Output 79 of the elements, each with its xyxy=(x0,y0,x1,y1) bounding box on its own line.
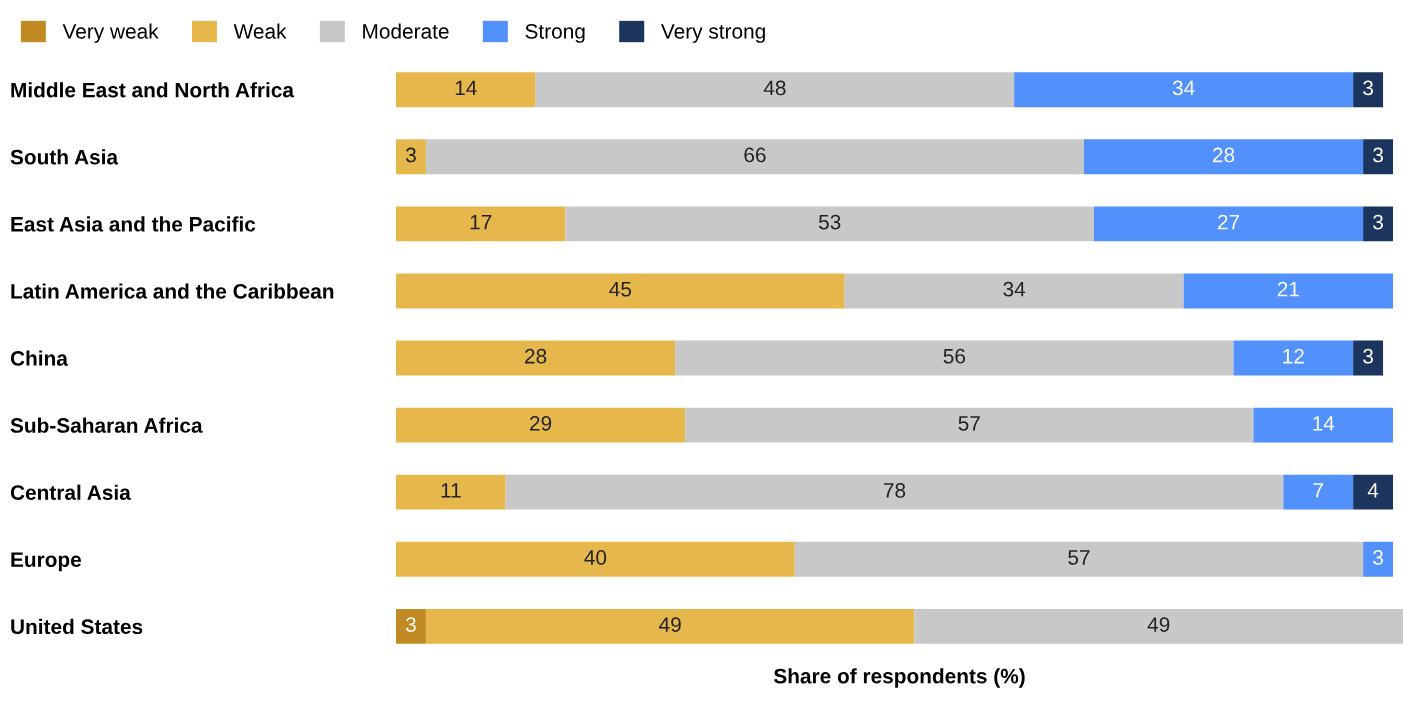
y-tick-label: China xyxy=(10,350,68,366)
bar xyxy=(1353,340,1384,376)
x-axis-title: Share of respondents (%) xyxy=(773,668,1025,688)
bar xyxy=(505,474,1284,510)
data-label: 28 xyxy=(1213,147,1235,163)
bar xyxy=(396,273,845,309)
bar xyxy=(844,273,1184,309)
bar xyxy=(1183,273,1394,309)
data-label: 56 xyxy=(943,348,966,364)
data-label: 3 xyxy=(1363,348,1373,364)
legend-label: Strong xyxy=(525,23,585,43)
data-label: 4 xyxy=(1367,483,1379,498)
bar xyxy=(1233,340,1354,376)
data-label: 14 xyxy=(1313,416,1335,431)
data-label: 3 xyxy=(405,147,416,163)
bar xyxy=(396,340,676,376)
bar xyxy=(1014,72,1354,108)
data-label: 57 xyxy=(958,416,980,431)
data-label: 14 xyxy=(455,80,477,96)
data-label: 40 xyxy=(584,550,607,565)
data-label: 34 xyxy=(1003,281,1026,297)
data-label: 7 xyxy=(1313,483,1323,498)
legend-label: Weak xyxy=(233,23,287,39)
data-label: 17 xyxy=(470,214,492,230)
bar xyxy=(1283,474,1354,510)
y-tick-label: South Asia xyxy=(10,149,119,165)
bar xyxy=(1093,206,1364,242)
y-tick-label: East Asia and the Pacific xyxy=(11,216,256,232)
bar xyxy=(535,72,1015,108)
data-label: 3 xyxy=(405,617,416,632)
y-tick-label: Sub-Saharan Africa xyxy=(10,417,203,433)
data-label: 3 xyxy=(1373,147,1383,163)
data-label: 78 xyxy=(884,483,906,498)
data-label: 28 xyxy=(525,348,547,364)
data-label: 21 xyxy=(1277,281,1299,297)
data-label: 27 xyxy=(1217,214,1240,230)
bar xyxy=(1363,206,1394,242)
data-label: 34 xyxy=(1172,80,1195,96)
bar xyxy=(675,340,1234,376)
data-label: 12 xyxy=(1283,348,1304,364)
data-label: 57 xyxy=(1068,550,1090,565)
bar xyxy=(425,608,915,644)
data-label: 49 xyxy=(659,617,681,632)
bar xyxy=(1353,72,1384,108)
data-label: 3 xyxy=(1373,550,1383,565)
y-tick-label: Central Asia xyxy=(10,484,131,500)
bar xyxy=(396,608,426,644)
y-tick-label: Latin America and the Caribbean xyxy=(11,283,334,299)
y-tick-label: Middle East and North Africa xyxy=(11,82,295,98)
bar xyxy=(1353,474,1394,510)
y-tick-label: United States xyxy=(11,618,143,635)
data-label: 66 xyxy=(744,147,766,163)
bar xyxy=(1363,139,1394,175)
legend-label: Very strong xyxy=(660,24,765,43)
bar xyxy=(396,72,536,108)
data-label: 49 xyxy=(1147,617,1170,632)
bar xyxy=(1253,407,1394,443)
bar xyxy=(396,206,566,242)
bar xyxy=(396,541,795,577)
bar xyxy=(1083,139,1364,175)
data-label: 3 xyxy=(1363,80,1373,96)
legend-label: Very weak xyxy=(62,23,159,43)
bar xyxy=(396,407,686,443)
data-label: 29 xyxy=(530,415,552,431)
data-label: 45 xyxy=(609,281,632,297)
bar xyxy=(794,541,1364,577)
bar xyxy=(914,608,1403,644)
legend-label: Moderate xyxy=(363,23,449,39)
bar xyxy=(425,139,1084,175)
data-label: 11 xyxy=(441,483,461,498)
bar xyxy=(396,139,426,175)
y-tick-label: Europe xyxy=(11,552,82,572)
data-label: 3 xyxy=(1373,214,1383,230)
bar xyxy=(1363,541,1394,577)
bar xyxy=(685,407,1254,443)
data-label: 48 xyxy=(763,80,786,96)
bar xyxy=(565,206,1094,242)
data-label: 53 xyxy=(818,214,841,230)
bar xyxy=(396,474,506,510)
